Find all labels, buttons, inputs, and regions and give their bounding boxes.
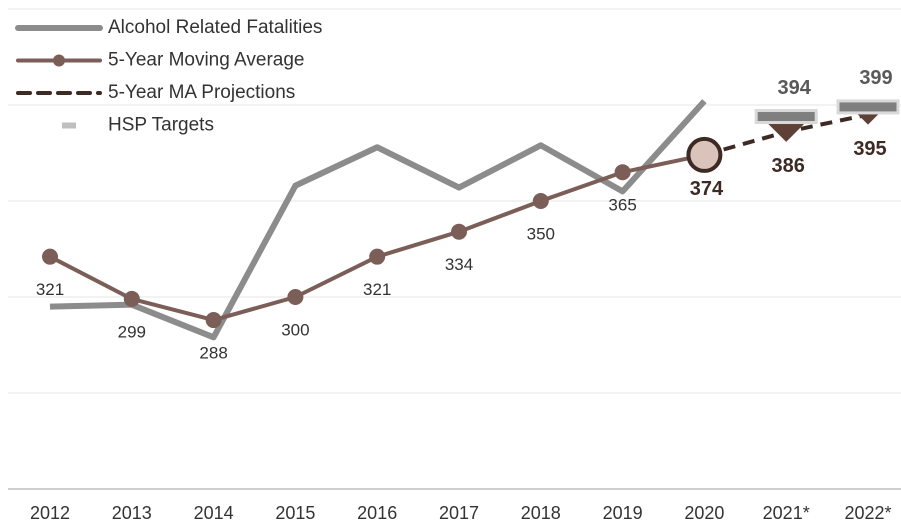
data-label: 395 bbox=[853, 138, 886, 160]
series-line bbox=[49, 99, 707, 341]
marker bbox=[764, 119, 809, 142]
marker bbox=[451, 223, 467, 240]
data-label: 350 bbox=[527, 224, 555, 243]
data-label: 334 bbox=[445, 255, 473, 274]
legend-label: Alcohol Related Fatalities bbox=[108, 17, 322, 38]
x-tick-label: 2018 bbox=[521, 503, 561, 523]
x-tick-label: 2022* bbox=[844, 503, 891, 523]
data-label: 365 bbox=[608, 196, 636, 215]
data-label: 374 bbox=[690, 178, 724, 200]
x-tick-label: 2019 bbox=[603, 503, 643, 523]
marker bbox=[287, 289, 304, 305]
x-tick-label: 2014 bbox=[194, 503, 234, 523]
marker bbox=[836, 99, 900, 115]
x-tick-label: 2015 bbox=[275, 503, 315, 523]
data-label: 399 bbox=[859, 67, 892, 89]
legend-label: HSP Targets bbox=[108, 115, 214, 136]
marker bbox=[42, 248, 58, 265]
data-label: 394 bbox=[778, 77, 812, 99]
marker bbox=[614, 164, 631, 181]
x-tick-label: 2017 bbox=[439, 503, 479, 523]
marker bbox=[369, 248, 386, 265]
x-tick-label: 2020 bbox=[684, 503, 724, 523]
marker bbox=[123, 290, 140, 307]
data-label: 321 bbox=[36, 280, 64, 299]
legend-swatch bbox=[53, 54, 65, 67]
data-label: 300 bbox=[281, 320, 309, 339]
x-tick-label: 2021* bbox=[763, 503, 810, 523]
legend-label: 5-Year Moving Average bbox=[108, 50, 304, 71]
marker bbox=[754, 109, 818, 125]
marker bbox=[205, 312, 222, 329]
data-label: 386 bbox=[772, 155, 805, 177]
data-label: 299 bbox=[118, 322, 146, 341]
x-tick-label: 2016 bbox=[357, 503, 397, 523]
legend-label: 5-Year MA Projections bbox=[108, 82, 295, 103]
marker bbox=[532, 193, 549, 209]
data-label: 288 bbox=[199, 344, 227, 363]
marker bbox=[686, 136, 723, 173]
x-tick-label: 2013 bbox=[112, 503, 152, 523]
x-tick-label: 2012 bbox=[30, 503, 70, 523]
data-label: 321 bbox=[363, 280, 391, 299]
